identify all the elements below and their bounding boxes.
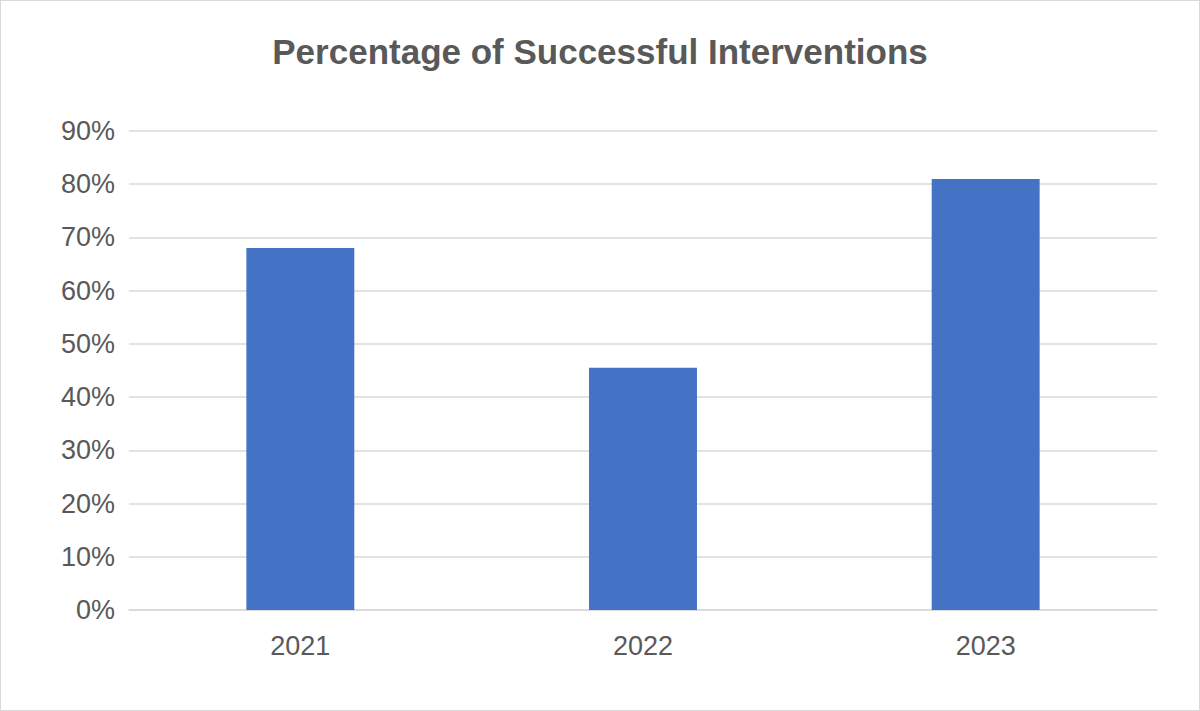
svg-text:30%: 30% [61,435,115,465]
svg-text:70%: 70% [61,222,115,252]
svg-text:10%: 10% [61,542,115,572]
svg-text:Percentage of Successful Inter: Percentage of Successful Interventions [272,32,927,71]
svg-text:40%: 40% [61,382,115,412]
svg-text:50%: 50% [61,329,115,359]
svg-text:0%: 0% [76,595,115,625]
svg-text:90%: 90% [61,116,115,146]
svg-text:2021: 2021 [270,631,330,661]
svg-text:2022: 2022 [613,631,673,661]
svg-text:80%: 80% [61,169,115,199]
svg-text:20%: 20% [61,489,115,519]
svg-text:60%: 60% [61,276,115,306]
svg-text:2023: 2023 [956,631,1016,661]
